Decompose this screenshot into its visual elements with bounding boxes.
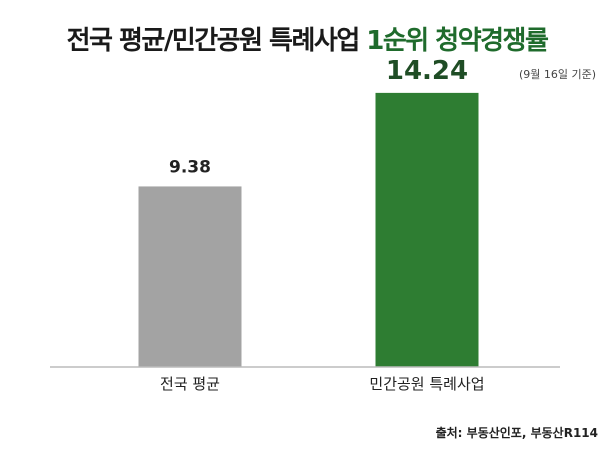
value-label-1: 9.38 xyxy=(169,157,211,177)
date-note: (9월 16일 기준) xyxy=(518,68,596,81)
category-label-2: 민간공원 특례사업 xyxy=(369,375,484,393)
value-label-2: 14.24 xyxy=(386,56,468,86)
bar-1 xyxy=(138,186,242,367)
category-label-1: 전국 평균 xyxy=(160,375,220,393)
source-note: 출처: 부동산인포, 부동산R114 xyxy=(435,426,598,440)
bar-2 xyxy=(375,92,479,367)
title-main: 전국 평균/민간공원 특례사업 xyxy=(66,26,367,56)
title-highlight: 1순위 청약경쟁률 xyxy=(366,26,549,56)
chart-title: 전국 평균/민간공원 특례사업 1순위 청약경쟁률 xyxy=(0,20,614,57)
